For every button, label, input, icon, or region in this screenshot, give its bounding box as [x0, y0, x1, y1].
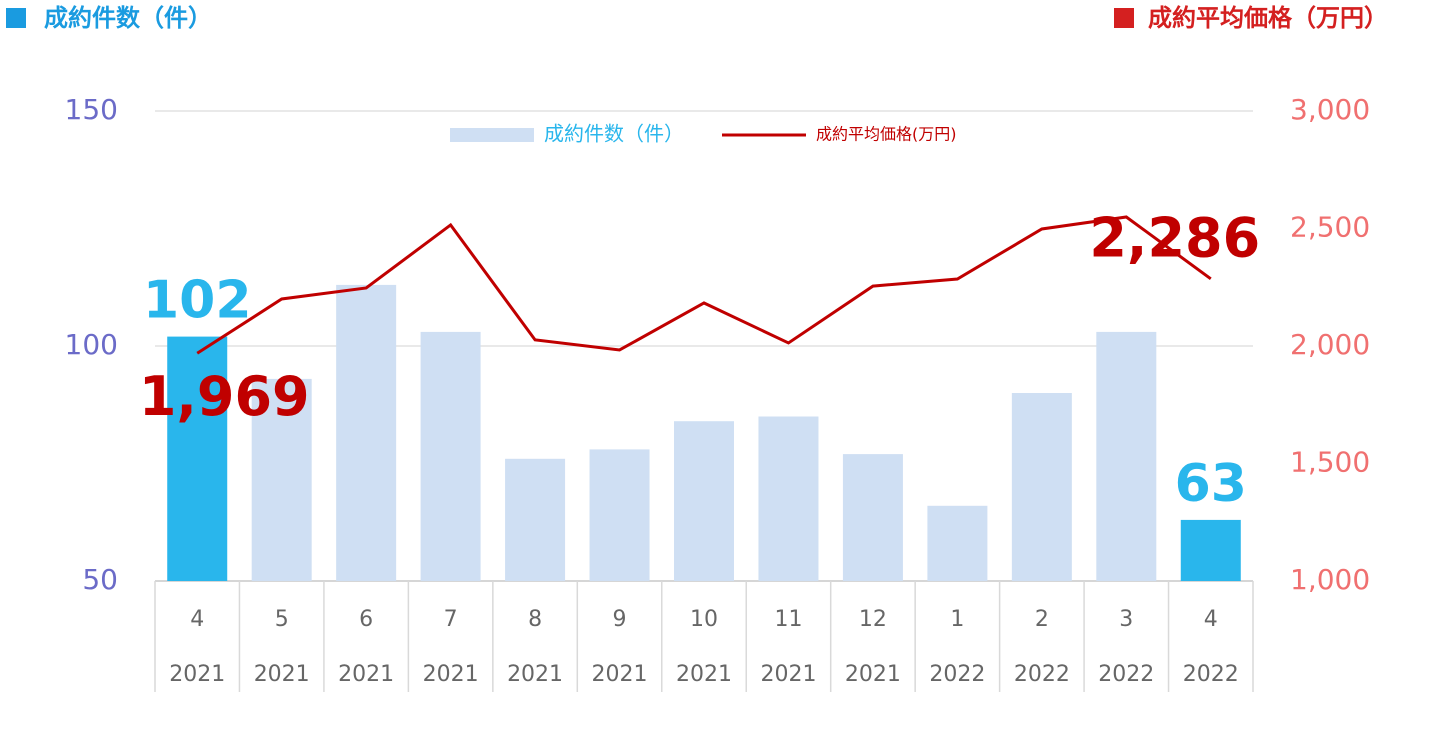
x-year-label: 2021	[507, 662, 563, 687]
x-year-label: 2021	[338, 662, 394, 687]
x-tick-label: 11	[774, 607, 802, 632]
x-tick-label: 2	[1035, 607, 1049, 632]
line	[196, 215, 1212, 355]
x-year-label: 2021	[169, 662, 225, 687]
bar	[1180, 519, 1241, 581]
chart-title: 成約件数（件）	[44, 4, 212, 32]
x-year-label: 2021	[254, 662, 310, 687]
x-year-label: 2022	[1098, 662, 1154, 687]
bar	[420, 331, 481, 581]
title-marker	[6, 8, 26, 28]
y2-tick-label: 1,000	[1290, 563, 1370, 596]
bar	[1096, 331, 1157, 581]
x-tick-label: 1	[950, 607, 964, 632]
bar	[505, 458, 566, 581]
x-year-label: 2021	[676, 662, 732, 687]
x-tick-label: 6	[359, 607, 373, 632]
y2-tick-label: 2,000	[1290, 328, 1370, 361]
bar	[842, 454, 903, 581]
x-year-label: 2022	[929, 662, 985, 687]
x-tick-label: 5	[275, 607, 289, 632]
y-tick-label: 100	[65, 328, 118, 361]
legend-swatch	[450, 128, 534, 142]
x-year-label: 2021	[423, 662, 479, 687]
bar-value-label: 63	[1175, 454, 1247, 514]
bar	[589, 449, 650, 581]
y2-tick-label: 1,500	[1290, 446, 1370, 479]
x-tick-label: 9	[613, 607, 627, 632]
legend-label: 成約件数（件）	[544, 122, 684, 146]
line-value-label: 1,969	[139, 365, 310, 428]
x-year-label: 2021	[845, 662, 901, 687]
bar	[336, 284, 397, 581]
bar-value-label: 102	[143, 271, 252, 331]
x-tick-label: 4	[190, 607, 204, 632]
x-year-label: 2022	[1183, 662, 1239, 687]
x-tick-label: 10	[690, 607, 718, 632]
x-tick-label: 8	[528, 607, 542, 632]
title-marker-right	[1114, 8, 1134, 28]
bar	[1011, 393, 1072, 581]
x-year-label: 2022	[1014, 662, 1070, 687]
bar	[674, 421, 734, 581]
x-year-label: 2021	[760, 662, 816, 687]
line-value-label: 2,286	[1089, 206, 1260, 269]
legend-label: 成約平均価格(万円)	[816, 125, 957, 144]
x-tick-label: 3	[1119, 607, 1133, 632]
bar	[927, 505, 988, 581]
bar	[167, 336, 228, 581]
bar	[758, 416, 819, 581]
x-tick-label: 12	[859, 607, 887, 632]
chart-title-right: 成約平均価格（万円）	[1148, 4, 1388, 32]
y-tick-label: 150	[65, 93, 118, 126]
y2-tick-label: 3,000	[1290, 93, 1370, 126]
y2-tick-label: 2,500	[1290, 211, 1370, 244]
x-tick-label: 7	[444, 607, 458, 632]
x-year-label: 2021	[592, 662, 648, 687]
bar	[251, 378, 312, 581]
y-tick-label: 50	[82, 563, 118, 596]
x-tick-label: 4	[1204, 607, 1218, 632]
